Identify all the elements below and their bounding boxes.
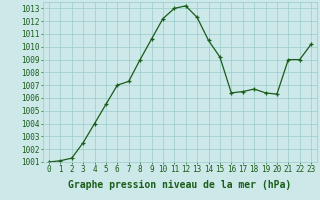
X-axis label: Graphe pression niveau de la mer (hPa): Graphe pression niveau de la mer (hPa) (68, 180, 292, 190)
